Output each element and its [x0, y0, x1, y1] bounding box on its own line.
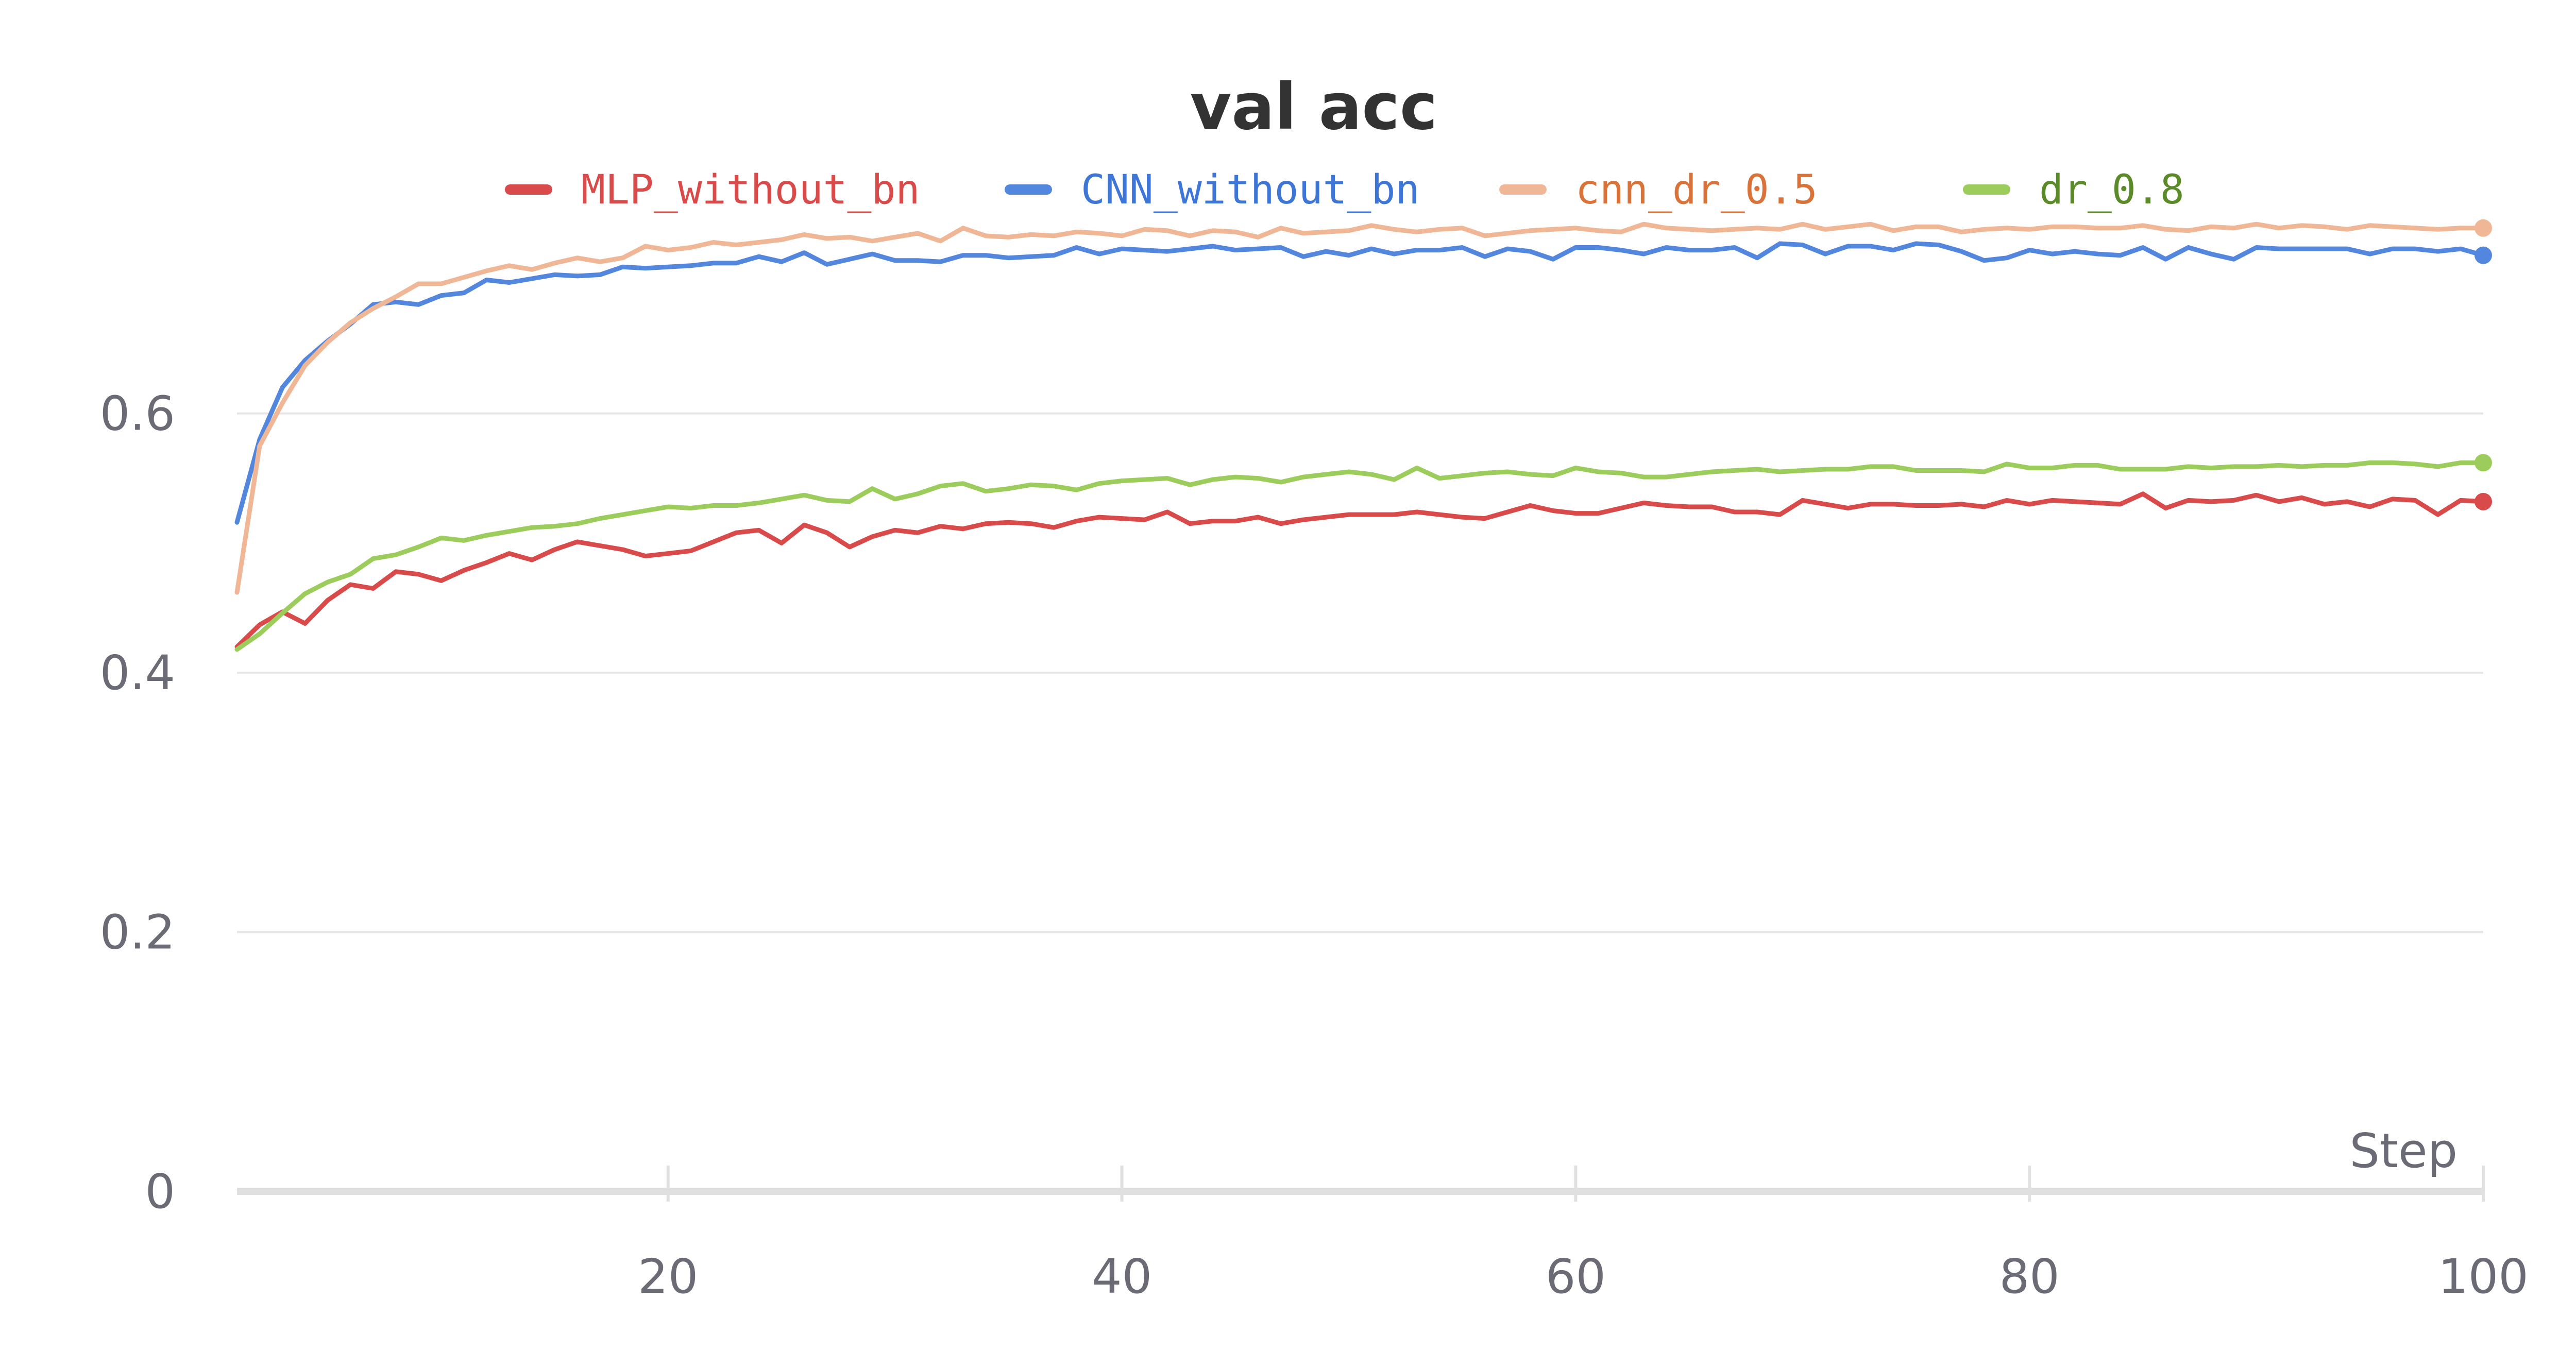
chart-legend: MLP_without_bn CNN_without_bn cnn_dr_0.5 dr…: [505, 167, 2184, 213]
series-end-point-3: [2475, 454, 2492, 472]
legend-label-2: cnn_dr_0.5: [1575, 167, 1818, 213]
legend-label-1: CNN_without_bn: [1081, 167, 1419, 213]
series-line-0: [234, 491, 2486, 649]
x-axis: 20 40 60 80 100: [237, 1166, 2529, 1304]
legend-label-3: dr_0.8: [2039, 167, 2184, 213]
x-tick-label: 20: [638, 1249, 698, 1304]
series-line-1: [234, 241, 2486, 525]
x-axis-label: Step: [2350, 1123, 2458, 1178]
x-tick-label: 60: [1546, 1249, 1606, 1304]
series-end-point-1: [2475, 246, 2492, 264]
y-tick-label: 0.4: [100, 645, 175, 700]
chart-grid: [237, 412, 2483, 933]
series-line-2: [234, 221, 2486, 595]
x-tick-label: 80: [1999, 1249, 2060, 1304]
y-tick-label: 0.2: [100, 905, 175, 960]
x-tick-label: 40: [1092, 1249, 1152, 1304]
chart-title: val acc: [1190, 70, 1438, 144]
chart-series: [234, 219, 2492, 652]
series-end-point-0: [2475, 492, 2492, 510]
y-axis: 0 0.2 0.4 0.6: [100, 386, 175, 1219]
series-end-point-2: [2475, 219, 2492, 237]
series-line-3: [234, 460, 2486, 652]
legend-label-0: MLP_without_bn: [581, 167, 920, 213]
y-tick-label: 0: [145, 1164, 175, 1219]
x-tick-label: 100: [2438, 1249, 2529, 1304]
y-tick-label: 0.6: [100, 386, 175, 441]
